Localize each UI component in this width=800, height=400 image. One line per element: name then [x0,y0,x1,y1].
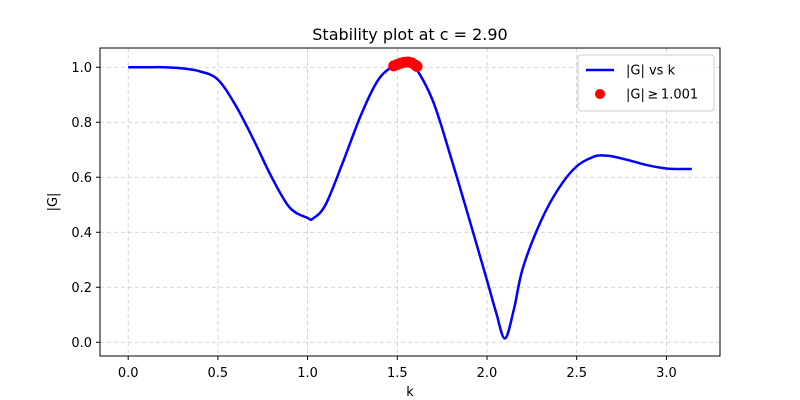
legend-marker-sample [595,89,605,99]
y-tick-label: 0.8 [71,116,92,131]
y-tick-label: 0.6 [71,171,92,186]
x-tick-label: 3.0 [656,366,677,381]
y-tick-label: 1.0 [71,61,92,76]
series-layer [128,56,692,340]
y-tick-label: 0.4 [71,226,92,241]
y-tick-label: 0.2 [71,281,92,296]
x-tick-label: 0.5 [208,366,229,381]
legend-entry-line: |G| vs k [626,64,676,79]
y-tick-label: 0.0 [71,336,92,351]
chart-title: Stability plot at c = 2.90 [312,25,507,44]
x-tick-label: 1.0 [297,366,318,381]
scatter-point [411,60,423,72]
x-tick-label: 2.0 [477,366,498,381]
y-axis-label: |G| [46,193,61,212]
x-axis-label: k [406,385,414,400]
plot-frame [99,47,721,357]
x-tick-label: 0.0 [118,366,139,381]
series-line [128,60,692,340]
tick-layer: 0.0 0.5 1.0 1.5 2.0 2.5 3.0 0.0 0.2 0.4 0.6 0.8 1.0 [71,61,676,381]
x-tick-label: 1.5 [387,366,408,381]
x-tick-label: 2.5 [566,366,587,381]
legend: |G| vs k |G| ≥ 1.001 [577,54,715,112]
legend-entry-scatter: |G| ≥ 1.001 [626,88,698,103]
